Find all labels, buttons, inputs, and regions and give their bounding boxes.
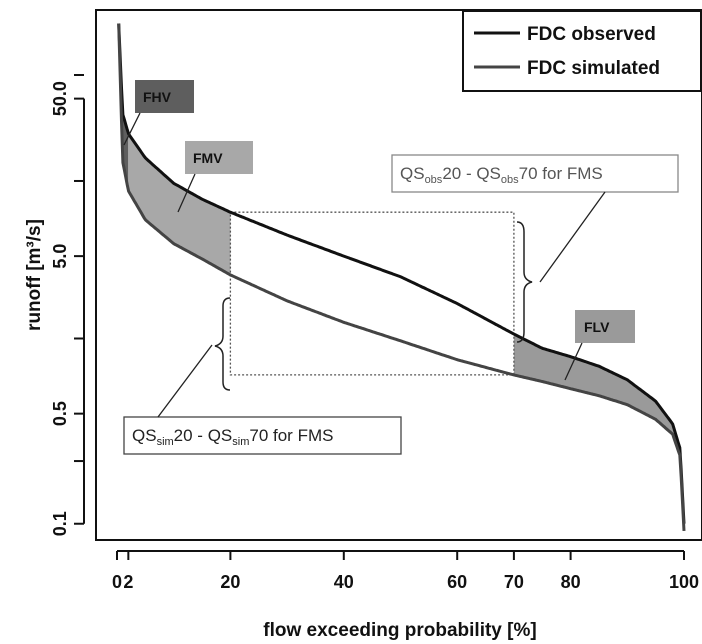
plot-frame bbox=[95, 9, 702, 541]
series-lines bbox=[117, 23, 686, 531]
fmv-box bbox=[185, 141, 253, 174]
fmv-label: FMV bbox=[193, 150, 223, 166]
y-tick-label-0.1: 0.1 bbox=[50, 511, 70, 536]
y-tick-label-0.5: 0.5 bbox=[50, 401, 70, 426]
x-axis-title: flow exceeding probability [%] bbox=[263, 620, 536, 641]
x-tick-label-40: 40 bbox=[334, 572, 354, 592]
flv-label: FLV bbox=[584, 319, 610, 335]
fms-dotted-rectangle bbox=[229, 211, 515, 376]
qs-sim-pointer bbox=[157, 344, 213, 418]
qs-sim-mid: 20 - QS bbox=[174, 426, 233, 445]
qs-sim-suffix: 70 for FMS bbox=[249, 426, 333, 445]
y-tick-label-50.0: 50.0 bbox=[50, 81, 70, 116]
legend-box bbox=[462, 10, 702, 92]
x-tick-label-100: 100 bbox=[669, 572, 699, 592]
flv-area bbox=[513, 334, 676, 443]
qs-obs-suffix: 70 for FMS bbox=[519, 164, 603, 183]
x-tick-label-20: 20 bbox=[220, 572, 240, 592]
qs-sim-prefix: QS bbox=[132, 426, 157, 445]
series-line-simulated bbox=[117, 23, 686, 531]
qs-obs-label: QSobs20 - QSobs70 for FMS bbox=[400, 164, 603, 186]
y-tick-label-5.0: 5.0 bbox=[50, 244, 70, 269]
qs-obs-sub: obs bbox=[425, 174, 443, 186]
series-line-observed bbox=[117, 23, 686, 524]
qs-sim-sub: sim bbox=[157, 436, 174, 448]
y-axis: 0.1 0.5 5.0 50.0 bbox=[50, 74, 85, 536]
x-tick-label-60: 60 bbox=[447, 572, 467, 592]
legend-label-observed: FDC observed bbox=[527, 24, 656, 45]
qs-sim-box bbox=[123, 416, 402, 455]
fmv-area bbox=[128, 133, 231, 275]
x-tick-label-2: 2 bbox=[123, 572, 133, 592]
y-axis-title: runoff [m³/s] bbox=[24, 219, 45, 331]
fhv-pointer bbox=[123, 112, 141, 146]
qs-sim-brace bbox=[214, 297, 231, 391]
fmv-pointer bbox=[177, 173, 196, 213]
annotations: FHV FMV FLV QSobs20 - QSobs70 for FMS QS… bbox=[123, 80, 679, 455]
qs-obs-prefix: QS bbox=[400, 164, 425, 183]
qs-obs-brace bbox=[516, 221, 533, 343]
flv-pointer bbox=[564, 342, 583, 381]
qs-obs-sub2: obs bbox=[501, 174, 519, 186]
legend-label-simulated: FDC simulated bbox=[527, 58, 660, 79]
qs-obs-pointer bbox=[539, 191, 606, 283]
fhv-label: FHV bbox=[143, 89, 172, 105]
qs-sim-label: QSsim20 - QSsim70 for FMS bbox=[132, 426, 333, 448]
qs-sim-sub2: sim bbox=[232, 436, 249, 448]
legend: FDC observed FDC simulated bbox=[462, 10, 702, 92]
qs-obs-box bbox=[391, 154, 679, 193]
x-tick-label-80: 80 bbox=[561, 572, 581, 592]
x-axis: 0 2 20 40 60 70 80 100 bbox=[112, 550, 699, 592]
fhv-box bbox=[135, 80, 194, 113]
flv-box bbox=[575, 310, 635, 343]
qs-obs-mid: 20 - QS bbox=[442, 164, 501, 183]
x-tick-label-70: 70 bbox=[504, 572, 524, 592]
x-tick-label-0: 0 bbox=[112, 572, 122, 592]
